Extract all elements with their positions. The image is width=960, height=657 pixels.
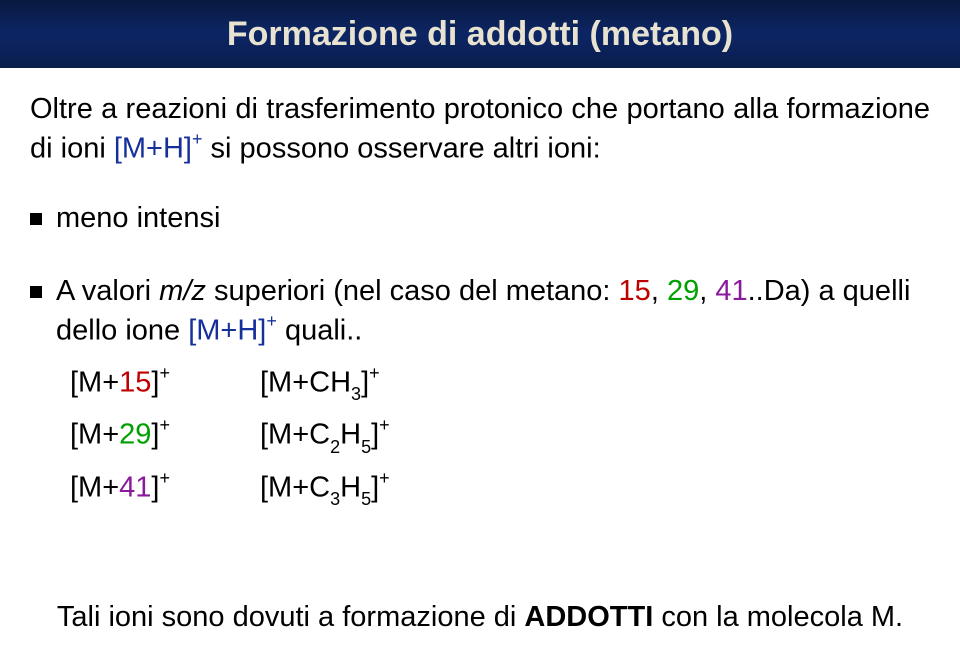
- b2-v2: 29: [667, 275, 699, 307]
- adduct-left: [M+41]+: [70, 470, 260, 505]
- intro-ion-sup: +: [192, 129, 203, 149]
- text: [M+: [70, 419, 119, 451]
- footer-pre: Tali ioni sono dovuti a formazione di: [57, 601, 524, 633]
- b2-tail: quali..: [277, 315, 362, 347]
- footer-line: Tali ioni sono dovuti a formazione di AD…: [30, 601, 930, 634]
- b2-mz: m/z: [159, 275, 206, 307]
- title-band: Formazione di addotti (metano): [0, 0, 960, 68]
- intro-paragraph: Oltre a reazioni di trasferimento proton…: [30, 90, 930, 169]
- adduct-right: [M+CH3]+: [260, 365, 380, 403]
- bullet-1-text: meno intensi: [56, 199, 220, 238]
- b2-sep1: ,: [651, 275, 667, 307]
- intro-ion: [M+H]: [114, 133, 192, 165]
- bullet-2: A valori m/z superiori (nel caso del met…: [30, 272, 930, 351]
- charge-sup: +: [159, 415, 170, 435]
- footer-post: con la molecola M.: [653, 601, 903, 633]
- charge-sup: +: [369, 363, 380, 383]
- adduct-list: [M+15]+[M+CH3]+[M+29]+[M+C2H5]+[M+41]+[M…: [70, 365, 930, 508]
- bullet-square-icon: [30, 213, 42, 225]
- adduct-row: [M+41]+[M+C3H5]+: [70, 470, 930, 508]
- formula-text: H: [340, 472, 361, 504]
- adduct-row: [M+15]+[M+CH3]+: [70, 365, 930, 403]
- b2-ion-sup: +: [266, 311, 277, 331]
- text: [M+: [260, 367, 309, 399]
- adduct-mass: 41: [119, 472, 151, 504]
- text: [M+: [260, 419, 309, 451]
- text: ]: [371, 472, 379, 504]
- bullet-2-text: A valori m/z superiori (nel caso del met…: [56, 272, 930, 351]
- adduct-left: [M+15]+: [70, 365, 260, 400]
- bullet-1: meno intensi: [30, 199, 930, 238]
- formula-text: H: [340, 419, 361, 451]
- formula-text: C: [309, 472, 330, 504]
- b2-mid: superiori (nel caso del metano:: [206, 275, 619, 307]
- adduct-right: [M+C3H5]+: [260, 470, 390, 508]
- formula-text: CH: [309, 367, 351, 399]
- text: [M+: [70, 367, 119, 399]
- adduct-mass: 15: [119, 367, 151, 399]
- b2-ion: [M+H]: [188, 315, 266, 347]
- bullet-square-icon: [30, 286, 42, 298]
- formula-sub: 3: [330, 489, 340, 509]
- slide-title: Formazione di addotti (metano): [227, 15, 733, 54]
- formula-sub: 3: [351, 384, 361, 404]
- formula-sub: 5: [361, 437, 371, 457]
- b2-v1: 15: [619, 275, 651, 307]
- text: ]: [371, 419, 379, 451]
- text: ]: [361, 367, 369, 399]
- slide: Formazione di addotti (metano) Oltre a r…: [0, 0, 960, 657]
- adduct-mass: 29: [119, 419, 151, 451]
- adduct-row: [M+29]+[M+C2H5]+: [70, 417, 930, 455]
- formula-sub: 5: [361, 489, 371, 509]
- charge-sup: +: [159, 363, 170, 383]
- body-area: Oltre a reazioni di trasferimento proton…: [30, 90, 930, 522]
- charge-sup: +: [379, 468, 390, 488]
- b2-sep2: ,: [699, 275, 715, 307]
- adduct-left: [M+29]+: [70, 417, 260, 452]
- footer-strong: ADDOTTI: [524, 601, 653, 633]
- intro-post: si possono osservare altri ioni:: [203, 133, 601, 165]
- adduct-right: [M+C2H5]+: [260, 417, 390, 455]
- charge-sup: +: [159, 468, 170, 488]
- text: [M+: [260, 472, 309, 504]
- formula-sub: 2: [330, 437, 340, 457]
- b2-v3: 41: [715, 275, 747, 307]
- text: [M+: [70, 472, 119, 504]
- formula-text: C: [309, 419, 330, 451]
- charge-sup: +: [379, 415, 390, 435]
- b2-pre: A valori: [56, 275, 159, 307]
